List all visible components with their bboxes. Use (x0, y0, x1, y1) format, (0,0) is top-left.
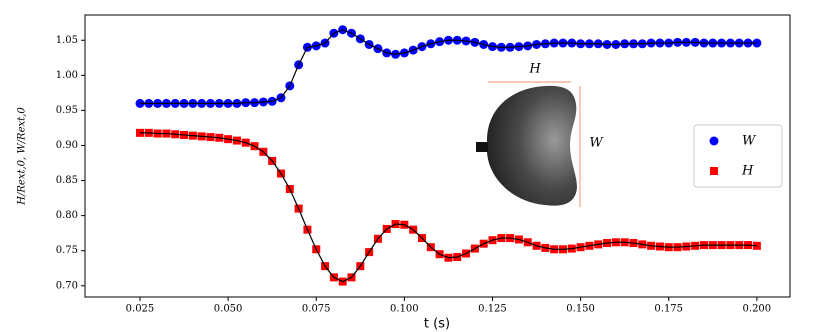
droplet-image (476, 81, 581, 207)
x-tick-label: 0.025 (126, 304, 155, 315)
x-axis-label: t (s) (424, 317, 450, 332)
y-tick-label: 1.00 (56, 70, 78, 81)
plot-area (135, 25, 762, 286)
annotation: W (589, 136, 604, 151)
legend-box (693, 124, 783, 188)
x-tick-label: 0.075 (302, 304, 331, 315)
legend-label: W (742, 134, 757, 149)
y-tick-label: 0.90 (56, 140, 78, 151)
legend-marker (710, 167, 718, 175)
x-tick-label: 0.050 (214, 304, 243, 315)
x-tick-label: 0.125 (478, 304, 507, 315)
y-tick-label: 0.85 (56, 175, 78, 186)
fit-line (139, 132, 757, 283)
legend: WH (693, 124, 783, 188)
y-tick-label: 0.70 (56, 280, 78, 291)
x-tick-label: 0.150 (566, 304, 595, 315)
legend-label: H (741, 164, 754, 179)
x-tick-label: 0.100 (390, 304, 419, 315)
y-tick-label: 0.95 (56, 105, 78, 116)
y-tick-label: 0.75 (56, 245, 78, 256)
plot-frame (84, 14, 791, 298)
x-tick-label: 0.200 (743, 304, 772, 315)
y-tick-label: 0.80 (56, 210, 78, 221)
annotation: H (528, 62, 541, 77)
y-tick-label: 1.05 (56, 35, 78, 46)
fit-line (139, 29, 757, 104)
y-axis-label: H/Rext,0, W/Rext,0 (17, 107, 28, 206)
legend-marker (709, 136, 719, 146)
x-tick-label: 0.175 (654, 304, 683, 315)
